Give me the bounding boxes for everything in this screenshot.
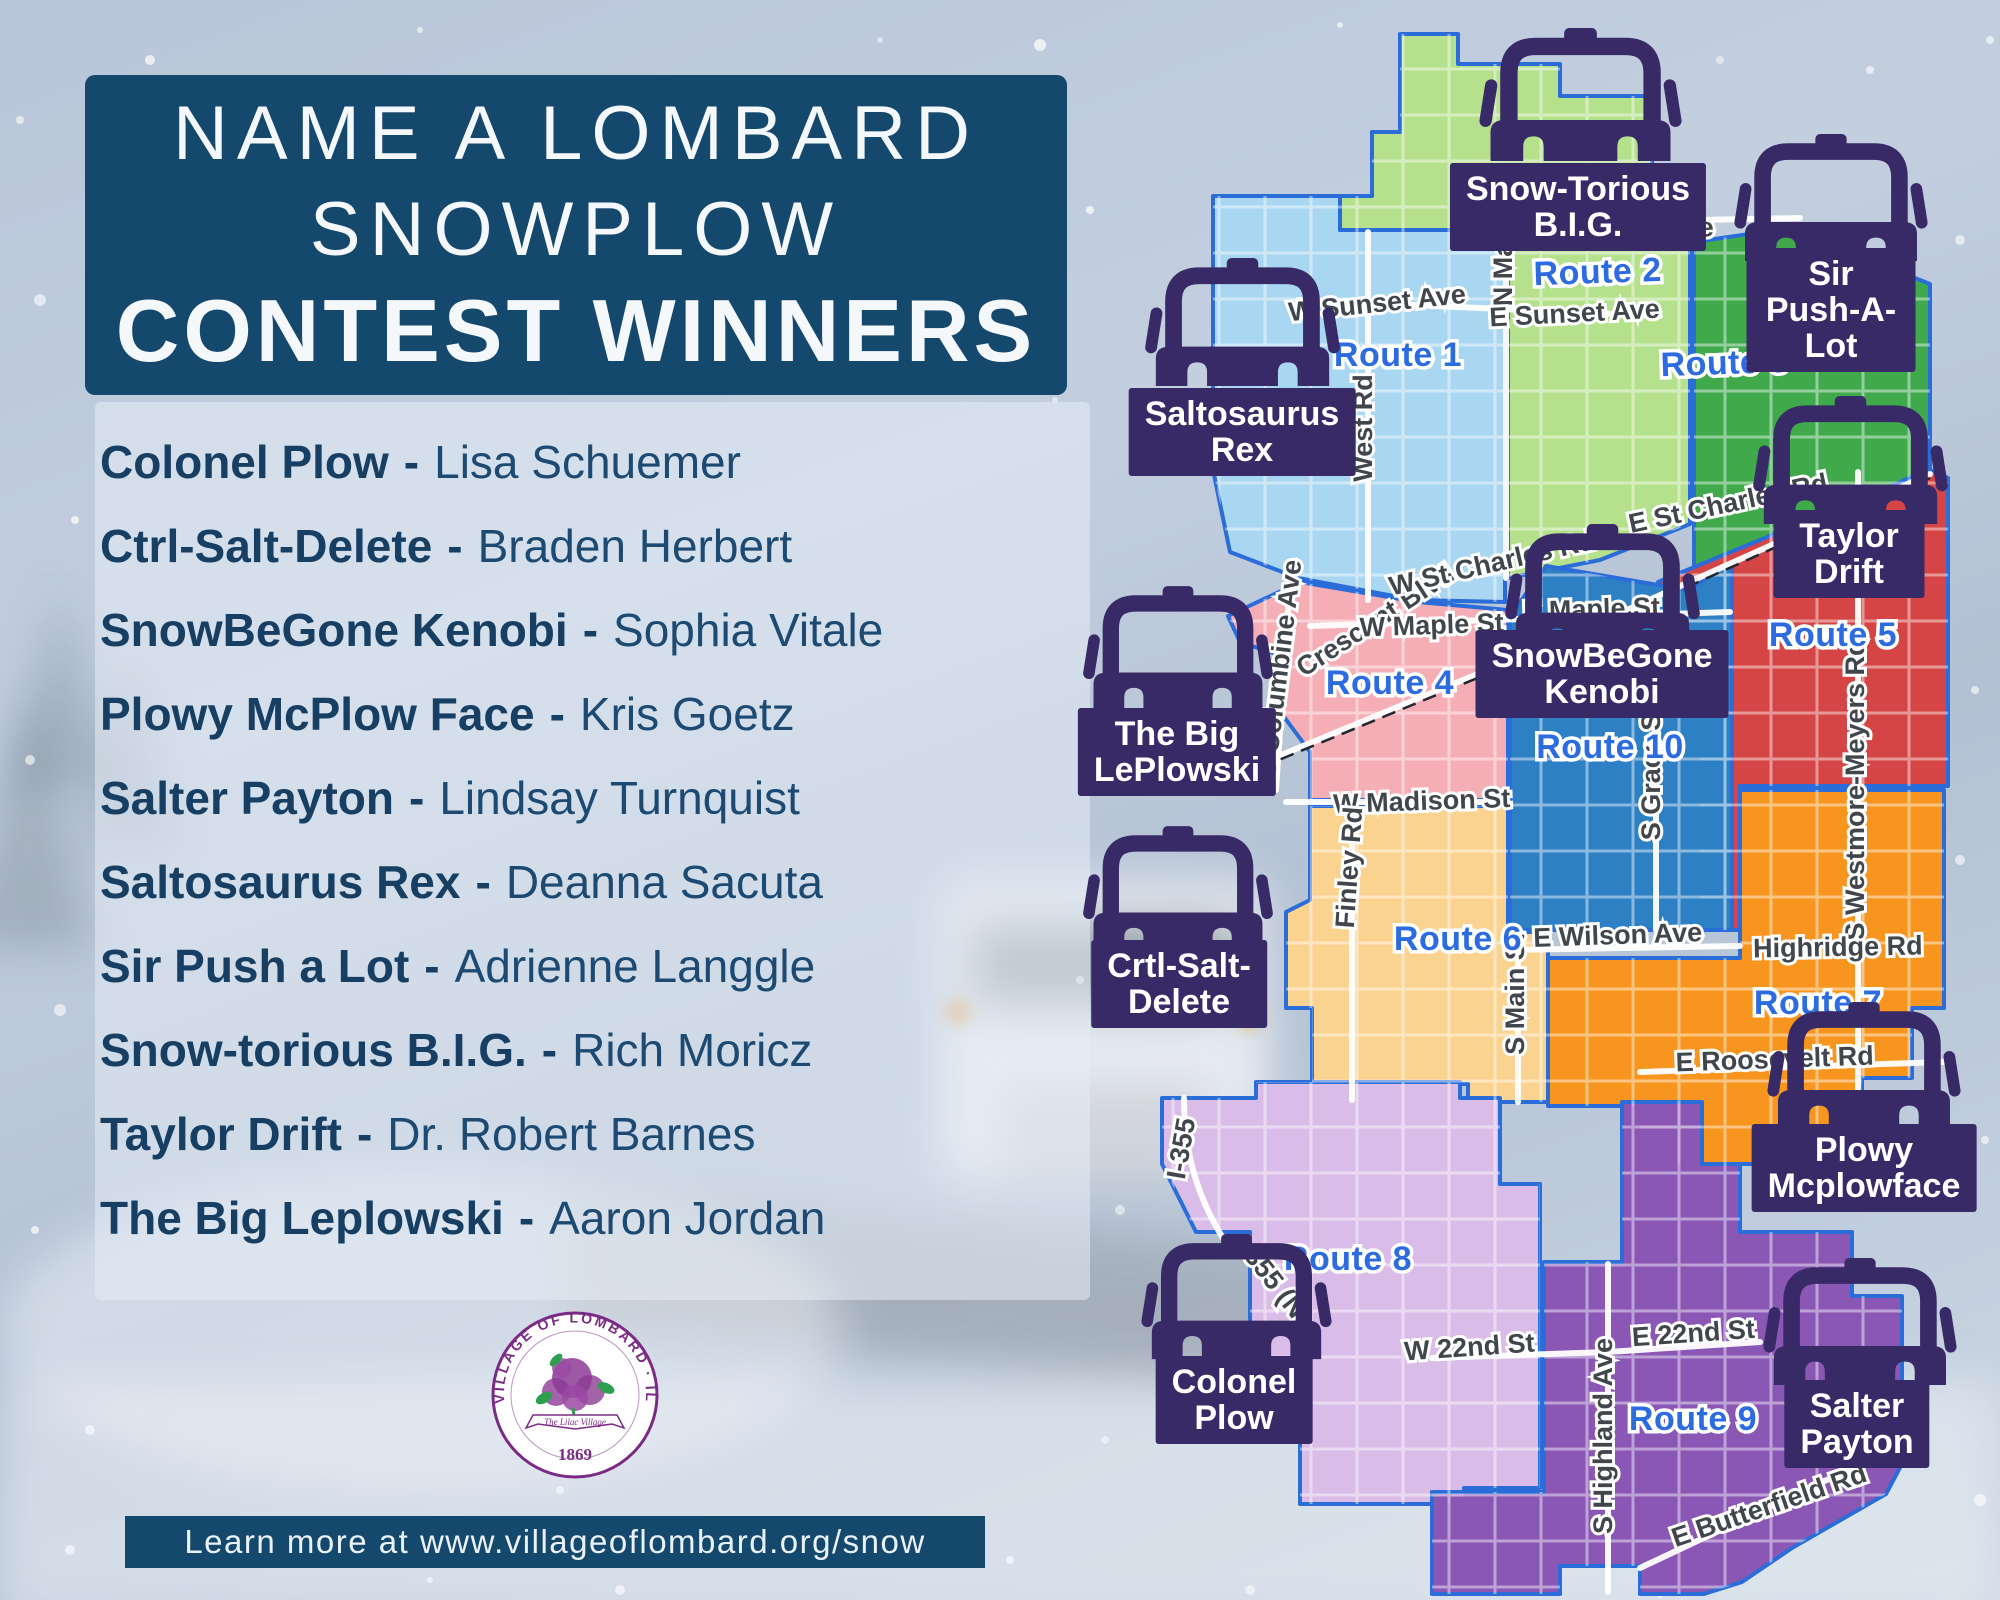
- winner-name: Kris Goetz: [579, 688, 795, 740]
- plow-plate-snowbegone-kenobi[interactable]: SnowBeGone Kenobi: [1475, 630, 1729, 718]
- winners-panel: [95, 402, 1090, 1300]
- footer-link-bar[interactable]: Learn more at www.villageoflombard.org/s…: [125, 1516, 985, 1568]
- route-1-label: Route 1: [1334, 336, 1462, 374]
- lilac-bush-illustration: [535, 1353, 615, 1425]
- winner-row: Taylor Drift - Dr. Robert Barnes: [100, 1107, 755, 1167]
- street-label: S Grace St: [1636, 704, 1666, 841]
- street-label: Highridge Rd: [1753, 931, 1923, 964]
- winner-row: Ctrl-Salt-Delete - Braden Herbert: [100, 519, 792, 579]
- plow-name: Colonel Plow: [100, 436, 389, 488]
- route-6-label: Route 6: [1394, 920, 1522, 958]
- plow-name: Snow-torious B.I.G.: [100, 1024, 527, 1076]
- plow-name: SnowBeGone Kenobi: [100, 604, 568, 656]
- seal-banner-text: The Lilac Village: [544, 1417, 606, 1427]
- street-label: W Madison St: [1333, 783, 1511, 819]
- plow-plate-snow-torious[interactable]: Snow-Torious B.I.G.: [1449, 163, 1707, 251]
- seal-banner-ribbon: [524, 1414, 626, 1430]
- street-label: S Main St: [1500, 933, 1530, 1055]
- plow-plate-plowy-mcplowface[interactable]: Plowy Mcplowface: [1751, 1124, 1977, 1212]
- snowplow-truck-icon[interactable]: [1478, 28, 1683, 163]
- route-5-label: Route 5: [1769, 616, 1897, 654]
- street-label: E Wilson Ave: [1533, 917, 1703, 953]
- plow-plate-saltosaurus-rex[interactable]: Saltosaurus Rex: [1128, 388, 1356, 476]
- title-line-1: NAME A LOMBARD: [173, 91, 979, 176]
- plow-name: The Big Leplowski: [100, 1192, 504, 1244]
- winner-row: Colonel Plow - Lisa Schuemer: [100, 435, 741, 495]
- route-6-region[interactable]: [1284, 804, 1550, 1104]
- winner-row: Saltosaurus Rex - Deanna Sacuta: [100, 855, 823, 915]
- seal-arc-text: VILLAGE OF LOMBARD · IL: [491, 1310, 657, 1405]
- plow-plate-crtl-salt-delete[interactable]: Crtl-Salt- Delete: [1091, 940, 1267, 1028]
- route-2-label: Route 2: [1533, 251, 1662, 293]
- winner-row: Snow-torious B.I.G. - Rich Moricz: [100, 1023, 812, 1083]
- winner-name: Dr. Robert Barnes: [387, 1108, 756, 1160]
- seal-arc-text-path: VILLAGE OF LOMBARD · IL: [491, 1310, 659, 1405]
- title-box: NAME A LOMBARD SNOWPLOW CONTEST WINNERS: [85, 75, 1067, 395]
- street-label: S Highland Ave: [1588, 1338, 1618, 1534]
- winner-name: Adrienne Langgle: [454, 940, 816, 992]
- plow-plate-the-big-leplowski[interactable]: The Big LePlowski: [1077, 708, 1277, 796]
- dash: -: [424, 940, 440, 992]
- winner-row: Sir Push a Lot - Adrienne Langgle: [100, 939, 815, 999]
- winner-name: Lindsay Turnquist: [439, 772, 800, 824]
- winner-row: SnowBeGone Kenobi - Sophia Vitale: [100, 603, 883, 663]
- plow-plate-taylor-drift[interactable]: Taylor Drift: [1773, 510, 1925, 598]
- dash: -: [409, 772, 425, 824]
- winner-row: Plowy McPlow Face - Kris Goetz: [100, 687, 795, 747]
- winner-name: Rich Moricz: [572, 1024, 813, 1076]
- plow-name: Plowy McPlow Face: [100, 688, 535, 740]
- winner-name: Deanna Sacuta: [505, 856, 823, 908]
- dash: -: [475, 856, 491, 908]
- plow-name: Saltosaurus Rex: [100, 856, 461, 908]
- dash: -: [447, 520, 463, 572]
- street-label: S Westmore-Meyers Rd: [1840, 639, 1870, 940]
- winner-name: Braden Herbert: [477, 520, 793, 572]
- winner-name: Lisa Schuemer: [434, 436, 741, 488]
- plow-name: Sir Push a Lot: [100, 940, 410, 992]
- plow-plate-sir-push-a-lot[interactable]: Sir Push-A- Lot: [1746, 248, 1916, 372]
- street-label: E Sunset Ave: [1489, 294, 1661, 333]
- dash: -: [549, 688, 565, 740]
- pine-tree-silhouette: [0, 680, 95, 950]
- snowplow-truck-icon[interactable]: [1082, 586, 1274, 713]
- winner-row: Salter Payton - Lindsay Turnquist: [100, 771, 800, 831]
- street-label: E Butterfield Rd: [1668, 1458, 1871, 1553]
- snowplow-truck-icon[interactable]: [1762, 1258, 1958, 1387]
- plow-name: Ctrl-Salt-Delete: [100, 520, 433, 572]
- snowplow-truck-icon[interactable]: [1082, 826, 1274, 953]
- seal-year: 1869: [558, 1445, 592, 1464]
- street-label: I-355: [1161, 1116, 1201, 1182]
- snowplow-truck-icon[interactable]: [1752, 396, 1949, 526]
- route-4-label: Route 4: [1326, 664, 1454, 702]
- snowplow-truck-icon[interactable]: [1733, 134, 1929, 263]
- route-10-label: Route 10: [1536, 728, 1684, 766]
- winner-name: Sophia Vitale: [613, 604, 884, 656]
- snowplow-truck-icon[interactable]: [1140, 1234, 1333, 1361]
- snowplow-truck-icon[interactable]: [1766, 1002, 1962, 1131]
- street-label: W 22nd St: [1403, 1328, 1535, 1367]
- street-label: Crescent Blvd: [1291, 558, 1460, 682]
- dash: -: [582, 604, 599, 656]
- street-label: Finley Rd: [1330, 806, 1368, 929]
- dash: -: [403, 436, 420, 488]
- dash: -: [356, 1108, 373, 1160]
- plow-plate-colonel-plow[interactable]: Colonel Plow: [1155, 1356, 1313, 1444]
- plow-name: Taylor Drift: [100, 1108, 342, 1160]
- dash: -: [541, 1024, 558, 1076]
- plow-plate-salter-payton[interactable]: Salter Payton: [1784, 1380, 1930, 1468]
- footer-text[interactable]: Learn more at www.villageoflombard.org/s…: [184, 1523, 926, 1560]
- winner-name: Aaron Jordan: [549, 1192, 826, 1244]
- street-label: E 22nd St: [1631, 1314, 1756, 1353]
- route-9-label: Route 9: [1629, 1400, 1757, 1438]
- plow-name: Salter Payton: [100, 772, 394, 824]
- title-line-3: CONTEST WINNERS: [115, 281, 1037, 380]
- snowplow-truck-icon[interactable]: [1144, 258, 1341, 388]
- winner-row: The Big Leplowski - Aaron Jordan: [100, 1191, 825, 1251]
- title-line-2: SNOWPLOW: [309, 187, 843, 272]
- dash: -: [518, 1192, 535, 1244]
